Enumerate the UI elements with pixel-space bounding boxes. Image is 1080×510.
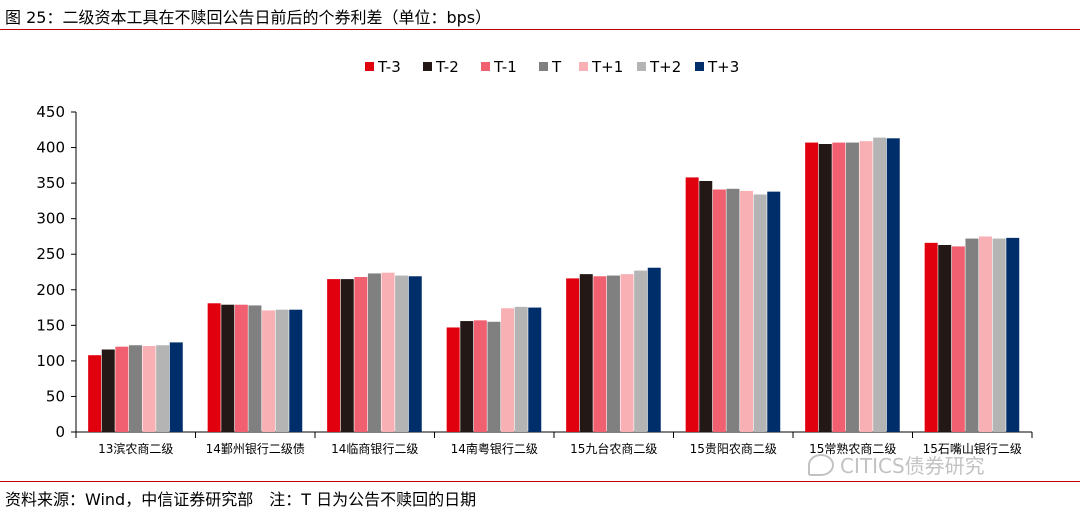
bar — [579, 274, 593, 432]
bar — [634, 270, 648, 432]
bar — [128, 345, 142, 432]
x-tick-label: 13滨农商二级 — [98, 441, 173, 456]
legend-label: T+3 — [707, 58, 739, 76]
x-tick-label: 15贵阳农商二级 — [690, 441, 777, 456]
bar — [460, 321, 474, 432]
legend-label: T+1 — [591, 58, 623, 76]
bar — [740, 190, 754, 432]
bar — [992, 238, 1006, 432]
bar-chart: 0 50 100 150 200 250 300 350 400 450 13滨农商二级 14鄞州银行… — [36, 58, 1033, 456]
bar — [501, 308, 515, 432]
figure-title: 图 25：二级资本工具在不赎回公告日前后的个券利差（单位：bps） — [5, 8, 492, 27]
bar — [767, 191, 781, 432]
bar — [381, 272, 395, 432]
bar — [965, 238, 979, 432]
bar — [101, 349, 115, 432]
wechat-icon — [808, 454, 834, 476]
legend-swatch — [637, 62, 646, 71]
legend-label: T-3 — [377, 58, 401, 76]
source-note: 资料来源：Wind，中信证券研究部 注：T 日为公告不赎回的日期 — [5, 490, 477, 509]
y-tick-label: 200 — [36, 281, 65, 299]
bar — [446, 327, 460, 432]
bar — [408, 276, 422, 432]
bar — [685, 177, 699, 432]
bar — [593, 276, 607, 432]
bar — [712, 189, 726, 432]
x-tick-label: 14临商银行二级 — [331, 441, 418, 456]
bar — [367, 273, 381, 432]
bar — [924, 242, 938, 432]
bar — [514, 306, 528, 432]
legend-label: T+2 — [649, 58, 681, 76]
bar — [753, 194, 767, 432]
legend-label: T-1 — [493, 58, 517, 76]
footer-rule — [0, 481, 1080, 482]
bar — [221, 304, 235, 432]
bar — [938, 244, 952, 432]
bar — [88, 355, 102, 432]
bar — [262, 310, 276, 432]
bar — [142, 345, 156, 432]
bar — [289, 309, 303, 432]
bar — [699, 180, 713, 432]
bar — [340, 279, 354, 432]
bar — [873, 137, 887, 432]
y-tick-label: 350 — [36, 174, 65, 192]
bar — [979, 236, 993, 432]
bar — [845, 142, 859, 433]
bar — [859, 141, 873, 432]
bar — [156, 345, 170, 432]
bar — [115, 346, 129, 432]
bar — [818, 144, 832, 432]
legend-swatch — [481, 62, 490, 71]
bar — [487, 321, 501, 432]
y-tick-label: 50 — [46, 387, 65, 405]
x-tick-label: 14鄞州银行二级债 — [206, 442, 305, 456]
bar — [951, 246, 965, 432]
y-tick-label: 400 — [36, 139, 65, 157]
bar — [1006, 237, 1020, 432]
legend-swatch — [579, 62, 588, 71]
legend-swatch — [695, 62, 704, 71]
bar — [395, 275, 409, 432]
watermark-text: CITICS债券研究 — [840, 454, 985, 478]
x-tick-label: 15九台农商二级 — [570, 441, 657, 456]
bar — [566, 278, 580, 432]
bar — [832, 142, 846, 433]
bar — [647, 267, 661, 432]
bar — [354, 276, 368, 432]
bar — [234, 304, 248, 432]
legend-label: T-2 — [435, 58, 459, 76]
bar — [886, 138, 900, 433]
y-tick-label: 450 — [36, 103, 65, 121]
bar — [473, 320, 487, 432]
bar — [620, 274, 634, 432]
y-tick-label: 300 — [36, 210, 65, 228]
bar — [275, 309, 289, 432]
legend-swatch — [365, 62, 374, 71]
watermark: CITICS债券研究 — [808, 450, 985, 479]
y-tick-label: 100 — [36, 352, 65, 370]
y-tick-label: 150 — [36, 316, 65, 334]
x-tick-label: 15常熟农商二级 — [809, 441, 896, 456]
bar — [207, 303, 221, 432]
legend-label: T — [551, 58, 562, 76]
title-rule — [0, 29, 1080, 30]
bar — [606, 275, 620, 432]
bar — [726, 188, 740, 432]
bar — [169, 342, 183, 432]
x-tick-label: 15石嘴山银行二级 — [923, 442, 1022, 456]
legend-swatch — [539, 62, 548, 71]
legend-swatch — [423, 62, 432, 71]
x-tick-label: 14南粤银行二级 — [451, 441, 538, 456]
y-tick-label: 250 — [36, 245, 65, 263]
y-tick-label: 0 — [55, 423, 65, 441]
bar — [248, 305, 262, 432]
bar — [528, 307, 542, 432]
bar — [805, 142, 819, 433]
bar — [327, 279, 341, 432]
